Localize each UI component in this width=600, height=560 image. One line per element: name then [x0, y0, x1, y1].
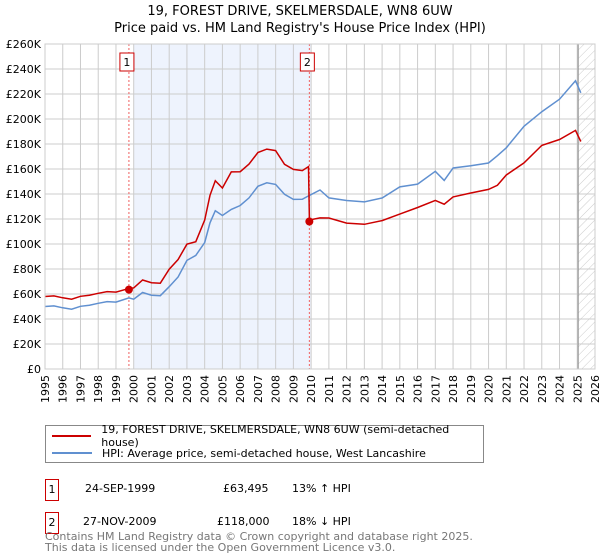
- plot-border: [44, 43, 596, 370]
- x-tick-label: 2003: [181, 375, 194, 403]
- x-tick-label: 2014: [376, 375, 389, 403]
- x-tick-label: 2011: [323, 375, 336, 403]
- chart-plot: 1995 1996 1997 1998 1999 2000 2001 2002 2003 2004…: [6, 38, 600, 403]
- x-tick-label: 2021: [500, 375, 513, 403]
- y-tick-label: £100K: [6, 238, 42, 251]
- y-tick-label: £160K: [6, 163, 42, 176]
- y-tick-label: £0: [27, 363, 41, 376]
- x-tick-label: 1996: [57, 375, 70, 403]
- x-tick-label: 2010: [305, 375, 318, 403]
- x-tick-label: 1999: [110, 375, 123, 403]
- legend-swatch-blue: [52, 452, 92, 454]
- y-tick-label: £200K: [6, 113, 42, 126]
- x-tick-label: 2009: [287, 375, 300, 403]
- x-tick-label: 2023: [536, 375, 549, 403]
- transaction-hpi: 18% ↓ HPI: [292, 515, 351, 528]
- legend-label: 19, FOREST DRIVE, SKELMERSDALE, WN8 6UW …: [101, 423, 450, 449]
- y-tick-label: £40K: [13, 313, 42, 326]
- x-tick-label: 2022: [518, 375, 531, 403]
- x-tick-label: 2019: [465, 375, 478, 403]
- y-tick-label: £220K: [6, 88, 42, 101]
- footer: Contains HM Land Registry data © Crown c…: [45, 531, 473, 553]
- transaction-date: 24-SEP-1999: [85, 482, 156, 495]
- x-tick-label: 2016: [412, 375, 425, 403]
- transaction-marker: 1: [45, 479, 59, 501]
- x-tick-label: 2006: [234, 375, 247, 403]
- legend: 19, FOREST DRIVE, SKELMERSDALE, WN8 6UW …: [45, 423, 484, 463]
- legend-swatch-red: [52, 435, 92, 437]
- x-tick-label: 2013: [358, 375, 371, 403]
- chart-title: 19, FOREST DRIVE, SKELMERSDALE, WN8 6UW: [147, 4, 453, 19]
- property-price-line: [44, 129, 582, 300]
- x-tick-label: 2015: [394, 375, 407, 403]
- legend-item-hpi: HPI: Average price, semi-detached house,…: [52, 445, 426, 461]
- sale-label-box: [299, 52, 315, 72]
- x-tick-label: 1998: [92, 375, 105, 403]
- transaction-price: £63,495: [223, 482, 269, 495]
- sale-label: 1: [123, 56, 130, 69]
- sale-label: 2: [304, 56, 311, 69]
- transaction-price: £118,000: [217, 515, 270, 528]
- footer-line: This data is licensed under the Open Gov…: [45, 541, 396, 554]
- x-tick-label: 2025: [571, 375, 584, 403]
- footer-line: Contains HM Land Registry data © Crown c…: [45, 530, 473, 543]
- y-tick-label: £180K: [6, 138, 42, 151]
- x-tick-label: 2000: [128, 375, 141, 403]
- sale-point: [305, 217, 314, 226]
- transaction-date: 27-NOV-2009: [83, 515, 157, 528]
- y-tick-label: £60K: [13, 288, 42, 301]
- y-tick-label: £120K: [6, 213, 42, 226]
- transaction-marker: 2: [45, 512, 59, 534]
- forecast-hatch: [578, 44, 595, 369]
- transaction-hpi: 13% ↑ HPI: [292, 482, 351, 495]
- y-tick-label: £140K: [6, 188, 42, 201]
- x-tick-label: 2018: [447, 375, 460, 403]
- x-tick-label: 2008: [270, 375, 283, 403]
- x-tick-label: 2007: [252, 375, 265, 403]
- x-tick-label: 2024: [554, 375, 567, 403]
- y-tick-label: £260K: [6, 38, 42, 51]
- sale-label-box: [119, 52, 135, 72]
- x-tick-label: 2017: [429, 375, 442, 403]
- x-tick-label: 1997: [74, 375, 87, 403]
- y-tick-label: £20K: [13, 338, 42, 351]
- x-tick-label: 1995: [39, 375, 52, 403]
- x-tick-label: 2001: [145, 375, 158, 403]
- x-tick-label: 2002: [163, 375, 176, 403]
- x-tick-label: 2005: [216, 375, 229, 403]
- x-tick-label: 2020: [483, 375, 496, 403]
- hpi-line: [44, 79, 582, 310]
- y-tick-label: £80K: [13, 263, 42, 276]
- sale-point: [124, 285, 133, 294]
- x-tick-label: 2026: [589, 375, 600, 403]
- legend-label: HPI: Average price, semi-detached house,…: [102, 446, 426, 460]
- legend-item-property: 19, FOREST DRIVE, SKELMERSDALE, WN8 6UW …: [52, 423, 483, 449]
- x-tick-label: 2012: [341, 375, 354, 403]
- x-tick-label: 2004: [199, 375, 212, 403]
- y-tick-label: £240K: [6, 63, 42, 76]
- chart-subtitle: Price paid vs. HM Land Registry's House …: [114, 21, 486, 36]
